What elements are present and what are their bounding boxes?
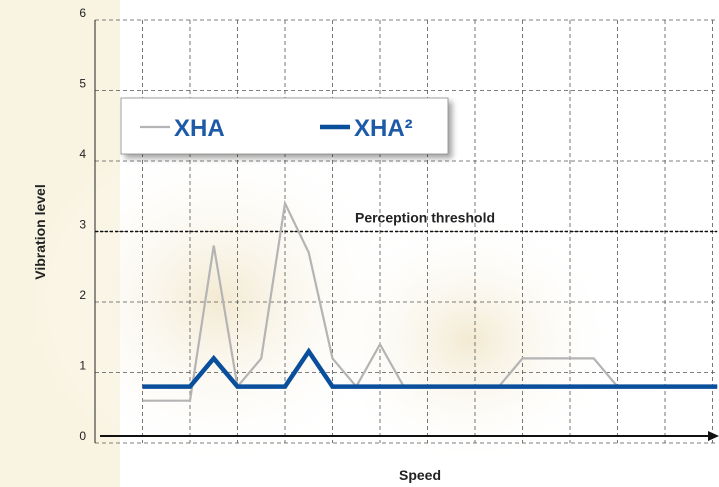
y-tick-label: 4 (79, 147, 86, 161)
legend-label: XHA (174, 115, 225, 142)
x-axis-label: Speed (399, 467, 441, 483)
legend-label: XHA² (354, 115, 413, 142)
y-tick-label: 6 (79, 6, 86, 20)
y-tick-label: 2 (79, 288, 86, 302)
y-tick-label: 1 (79, 359, 86, 373)
chart: Vibration level Speed 0 1 2 3 4 5 6 Perception … (0, 0, 719, 487)
y-tick-label: 5 (79, 77, 86, 91)
y-tick-label: 0 (79, 429, 86, 443)
background-photo (320, 210, 620, 470)
y-axis-label: Vibration level (32, 184, 48, 279)
y-tick-label: 3 (79, 218, 86, 232)
threshold-label: Perception threshold (355, 210, 495, 226)
legend: XHA XHA² (121, 98, 448, 154)
